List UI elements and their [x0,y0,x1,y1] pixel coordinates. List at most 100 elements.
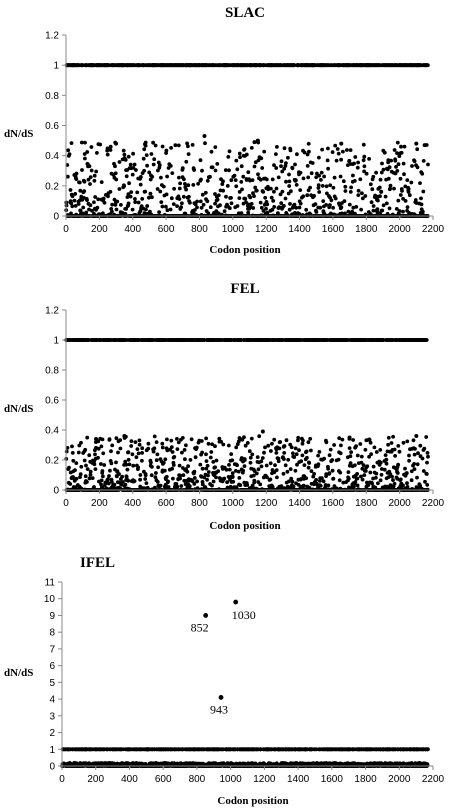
slac-point [246,170,251,175]
fel-point [206,473,210,478]
slac-point [309,171,314,176]
fel-point [337,478,342,483]
slac-point [232,173,237,178]
fel-point [415,462,420,467]
slac-point [178,181,183,186]
fel-point [407,458,411,463]
slac-point [316,186,321,190]
slac-x-tick-label: 400 [124,224,141,235]
slac-point [301,176,306,181]
fel-point [213,444,217,449]
slac-point [274,186,279,191]
slac-point [283,164,288,168]
fel-point [314,478,318,482]
fel-point [403,466,407,471]
fel-point [391,434,395,439]
fel-point [255,455,260,459]
slac-x-tick-label: 1400 [288,224,311,235]
slac-point [88,175,93,180]
fel-point [198,462,203,467]
fel-point [126,478,131,483]
fel-point [389,441,394,445]
slac-point [202,134,207,139]
fel-point [143,473,148,478]
fel-point [150,465,154,469]
fel-point [133,440,138,444]
slac-point [360,196,365,201]
slac-point [210,165,215,170]
fel-point [397,449,402,454]
slac-point [199,205,204,210]
slac-y-tick-label: 0.8 [45,91,59,102]
fel-point [152,446,157,451]
fel-point [231,479,236,484]
fel-point [376,481,380,486]
fel-x-tick-label: 1200 [255,498,278,509]
fel-point [299,459,304,464]
slac-point [280,169,285,174]
slac-point [362,169,366,174]
fel-marks [64,338,430,492]
fel-point [79,440,83,445]
fel-point [226,443,231,448]
slac-point [313,202,318,207]
slac-point [271,199,276,203]
fel-point [390,474,394,479]
fel-point [425,451,430,455]
fel-point [276,459,281,464]
fel-point [285,469,290,474]
fel-point [210,483,214,488]
fel-point [151,449,156,454]
fel-point [175,484,180,489]
fel-point [374,475,378,480]
slac-point [113,171,118,176]
slac-point [264,206,268,211]
slac-point [362,164,367,169]
slac-point [110,202,115,207]
fel-point [195,479,200,484]
fel-point [291,484,296,489]
slac-point [420,209,425,214]
slac-point [198,158,203,163]
slac-point [259,156,264,161]
fel-point [338,451,343,456]
slac-point [165,208,170,213]
slac-point [208,205,213,210]
fel-point [272,437,277,442]
slac-point [317,155,321,160]
fel-point [288,467,293,471]
slac-point [139,175,143,179]
slac-point [289,189,293,194]
slac-point [279,164,283,169]
fel-point [274,468,279,472]
fel-point [393,454,397,458]
fel-point [365,464,370,469]
fel-point [85,480,89,484]
fel-panel: FEL dN/dS Codon position 00.20.40.60.811… [4,281,445,532]
fel-point [109,461,114,466]
slac-point [90,208,94,213]
fel-point [308,436,313,441]
fel-point [248,460,253,465]
slac-point [98,142,103,147]
fel-point [268,461,273,466]
fel-point [162,468,167,473]
slac-point [200,168,204,173]
slac-point [368,182,373,187]
slac-point [261,209,266,213]
fel-point [185,469,190,474]
slac-point [106,194,110,199]
fel-point [229,452,234,456]
slac-point [93,195,98,199]
fel-point [422,446,427,451]
slac-point [381,203,386,208]
slac-point [251,206,256,210]
fel-point [326,466,330,471]
fel-point [292,455,297,459]
slac-point [128,194,133,199]
slac-point [336,151,341,156]
slac-point [117,160,122,164]
slac-point [335,147,340,151]
slac-point [237,190,242,194]
slac-point [123,158,128,162]
